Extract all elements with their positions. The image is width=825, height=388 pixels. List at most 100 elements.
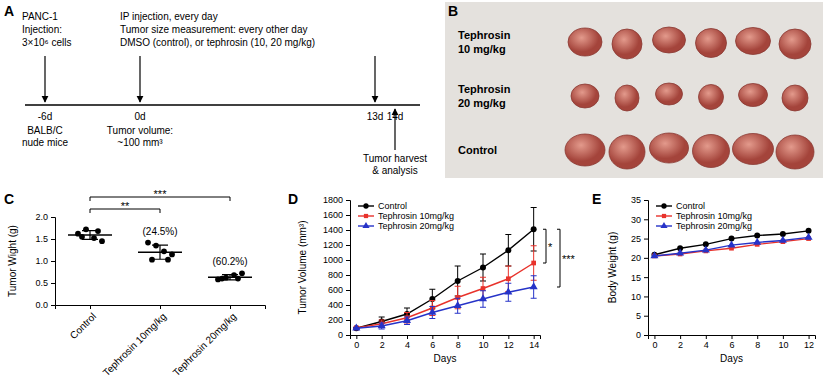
tick-label: 2	[678, 340, 683, 350]
tick: 2	[380, 335, 385, 350]
tick: 12	[504, 335, 514, 350]
tick-label: 1.0	[35, 256, 48, 266]
tick: 400	[328, 300, 350, 310]
significance-bracket	[543, 229, 546, 263]
timeline-text: Tumor size measurement: every other day	[120, 24, 307, 35]
legend-marker	[660, 222, 667, 228]
tick: 6	[430, 335, 435, 350]
tick-label: 1600	[323, 210, 343, 220]
tick: 4	[405, 335, 410, 350]
legend-marker	[362, 222, 369, 228]
error-bar	[531, 246, 537, 281]
tick-mark	[508, 335, 509, 339]
timeline-axis	[25, 104, 420, 106]
tick: 0	[636, 330, 648, 340]
tick-mark	[407, 335, 408, 339]
tick-label: 8	[456, 340, 461, 350]
axis-title: Tumor Wight (g)	[7, 225, 18, 297]
tick-label: 6	[430, 340, 435, 350]
tick-label: 200	[328, 315, 343, 325]
series-line	[654, 231, 808, 255]
tick-label: 35	[631, 195, 641, 205]
tick-label: 2	[380, 340, 385, 350]
timeline-text: ~100 mm³	[117, 137, 163, 148]
tick-mark	[51, 239, 55, 240]
legend-label: Control	[378, 201, 407, 211]
tick-mark	[230, 305, 231, 309]
plot-area	[68, 226, 252, 282]
significance: **	[121, 200, 130, 212]
tick-mark	[644, 335, 648, 336]
tick: 5	[636, 311, 648, 321]
tick-label: 10	[478, 340, 488, 350]
tick: 25	[631, 234, 648, 244]
point	[650, 251, 658, 258]
tick: 0.0	[35, 300, 55, 310]
tick-mark	[346, 320, 350, 321]
tick-mark	[432, 335, 433, 339]
tick: Tephrosin 10mg/kg	[101, 305, 169, 378]
panel-label: B	[448, 3, 458, 19]
panel-label: D	[288, 191, 298, 207]
timeline-text: nude mice	[22, 137, 69, 148]
tick-mark	[346, 275, 350, 276]
arrow	[139, 56, 140, 102]
tick-label: 6	[729, 340, 734, 350]
point	[531, 261, 536, 266]
tick-label: Control	[68, 311, 99, 342]
tick: 2	[678, 335, 683, 350]
legend: ControlTephrosin 10mg/kgTephrosin 20mg/k…	[358, 201, 454, 231]
tick: 0	[338, 330, 350, 340]
timeline-text: Tumor volume:	[107, 125, 173, 136]
point	[506, 276, 511, 281]
timeline-text: DMSO (control), or tephrosin (10, 20 mg/…	[120, 37, 315, 48]
tick-label: 2.0	[35, 212, 48, 222]
tumor	[653, 27, 686, 53]
chart: 0200400600800100012001400160018000246810…	[288, 191, 576, 364]
error-bar	[222, 275, 238, 280]
tick: 14	[529, 335, 539, 350]
tick-label: 1200	[323, 240, 343, 250]
tick: 12	[804, 335, 814, 350]
tumor	[739, 84, 768, 107]
error-bar	[152, 245, 168, 259]
tick-mark	[644, 219, 648, 220]
legend-label: Tephrosin 10mg/kg	[676, 211, 752, 221]
arrow	[374, 56, 375, 102]
tumor	[615, 85, 639, 111]
plot-area	[352, 208, 537, 332]
error-bar	[531, 208, 537, 252]
tick: Control	[68, 305, 99, 341]
tick-mark	[732, 335, 733, 339]
point	[352, 324, 360, 331]
point	[99, 238, 105, 244]
tumor	[656, 83, 683, 105]
tick-mark	[458, 335, 459, 339]
point	[805, 233, 813, 240]
legend-label: Control	[676, 201, 705, 211]
point	[702, 245, 710, 252]
tick-mark	[346, 230, 350, 231]
chart: 0.00.51.01.52.0ControlTephrosin 10mg/kgT…	[4, 188, 266, 378]
tick-label: 0	[338, 330, 343, 340]
tick-label: 0	[354, 340, 359, 350]
series-line	[356, 263, 533, 328]
timeline-text: PANC-1	[22, 11, 58, 22]
tick-mark	[483, 335, 484, 339]
axis-line	[644, 201, 649, 336]
point	[531, 226, 537, 232]
tick: 1000	[323, 255, 350, 265]
panel-label: C	[4, 191, 14, 207]
tumor	[571, 84, 599, 108]
tick-mark	[51, 305, 55, 306]
axis-line	[51, 218, 56, 306]
tick: 8	[755, 335, 760, 350]
tick-label: 10	[631, 292, 641, 302]
time-label: 0d	[134, 111, 145, 122]
point	[480, 265, 486, 271]
x-axis: ControlTephrosin 10mg/kgTephrosin 20mg/k…	[56, 305, 266, 378]
tick-label: 4	[704, 340, 709, 350]
point	[779, 236, 787, 243]
annotation: (60.2%)	[212, 256, 247, 267]
tick-mark	[90, 305, 91, 309]
